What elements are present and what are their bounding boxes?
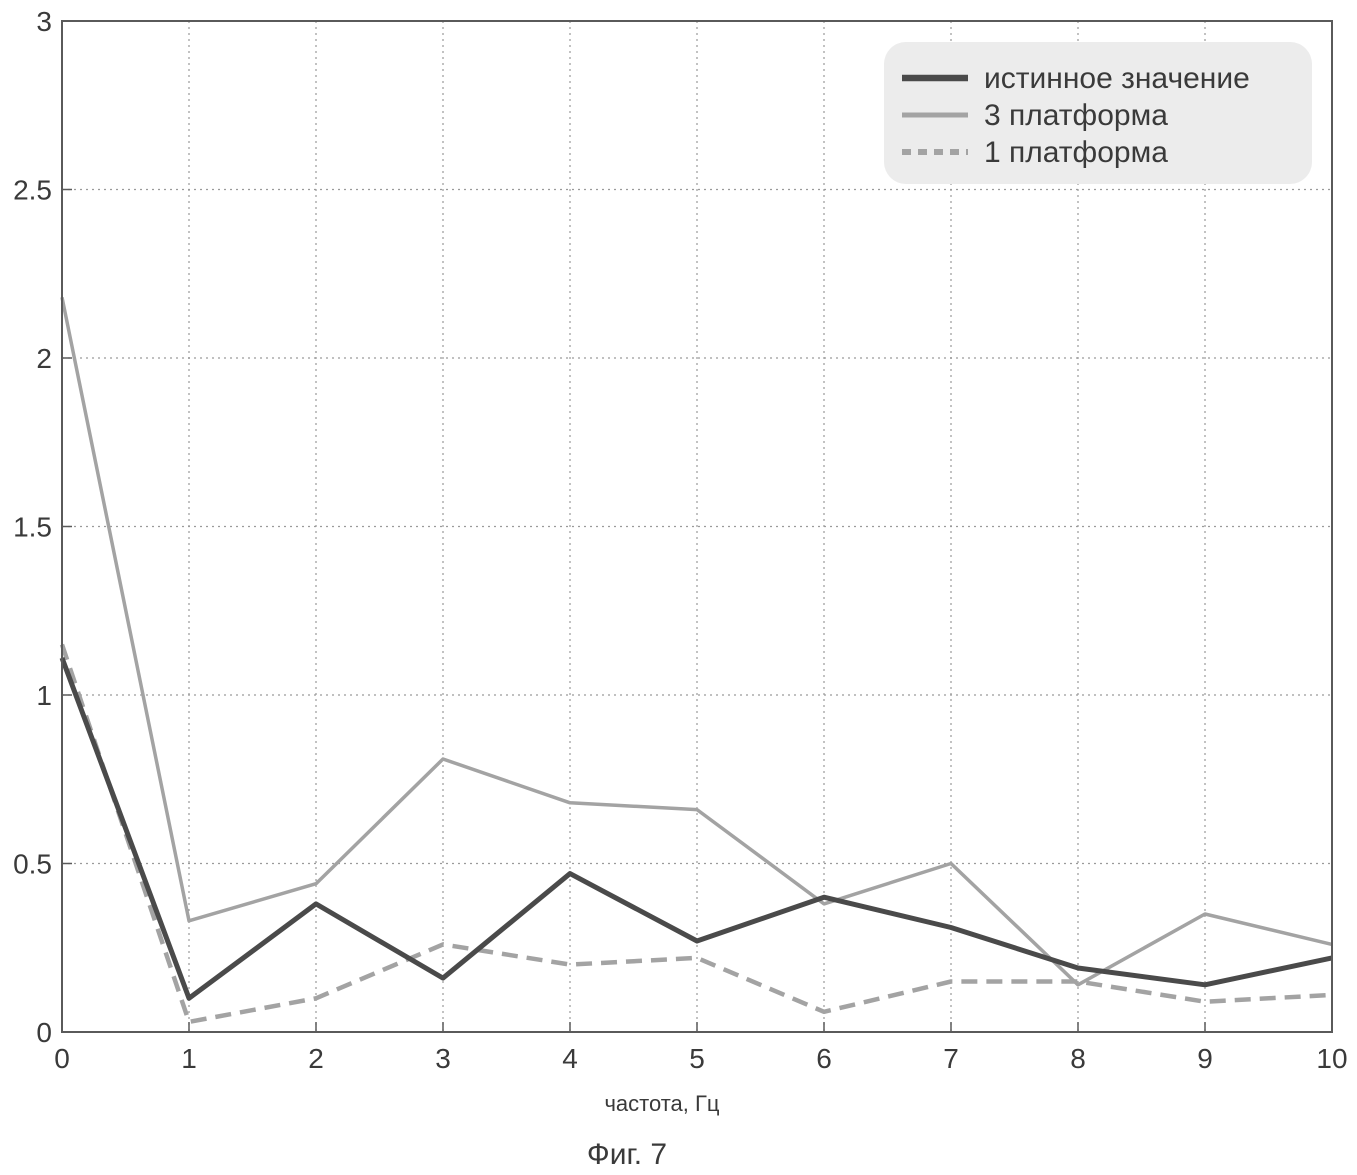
y-tick-label: 1 bbox=[36, 680, 52, 711]
y-tick-label: 1.5 bbox=[13, 512, 52, 543]
figure-caption: Фиг. 7 bbox=[587, 1138, 667, 1171]
legend-label: 3 платформа bbox=[984, 99, 1168, 132]
x-tick-label: 4 bbox=[562, 1043, 578, 1074]
x-tick-label: 5 bbox=[689, 1043, 705, 1074]
y-tick-label: 2 bbox=[36, 343, 52, 374]
x-tick-label: 3 bbox=[435, 1043, 451, 1074]
y-tick-label: 0.5 bbox=[13, 849, 52, 880]
x-tick-label: 2 bbox=[308, 1043, 324, 1074]
x-tick-label: 8 bbox=[1070, 1043, 1086, 1074]
y-tick-label: 3 bbox=[36, 6, 52, 37]
x-tick-label: 1 bbox=[181, 1043, 197, 1074]
x-axis-label: частота, Гц bbox=[604, 1091, 719, 1116]
x-tick-label: 9 bbox=[1197, 1043, 1213, 1074]
x-tick-label: 6 bbox=[816, 1043, 832, 1074]
y-tick-label: 0 bbox=[36, 1017, 52, 1048]
x-tick-label: 0 bbox=[54, 1043, 70, 1074]
y-tick-label: 2.5 bbox=[13, 175, 52, 206]
x-tick-label: 7 bbox=[943, 1043, 959, 1074]
legend-label: 1 платформа bbox=[984, 136, 1168, 169]
legend-label: истинное значение bbox=[984, 62, 1250, 95]
x-tick-label: 10 bbox=[1316, 1043, 1347, 1074]
legend: истинное значение 3 платформа 1 платформа bbox=[884, 42, 1312, 184]
